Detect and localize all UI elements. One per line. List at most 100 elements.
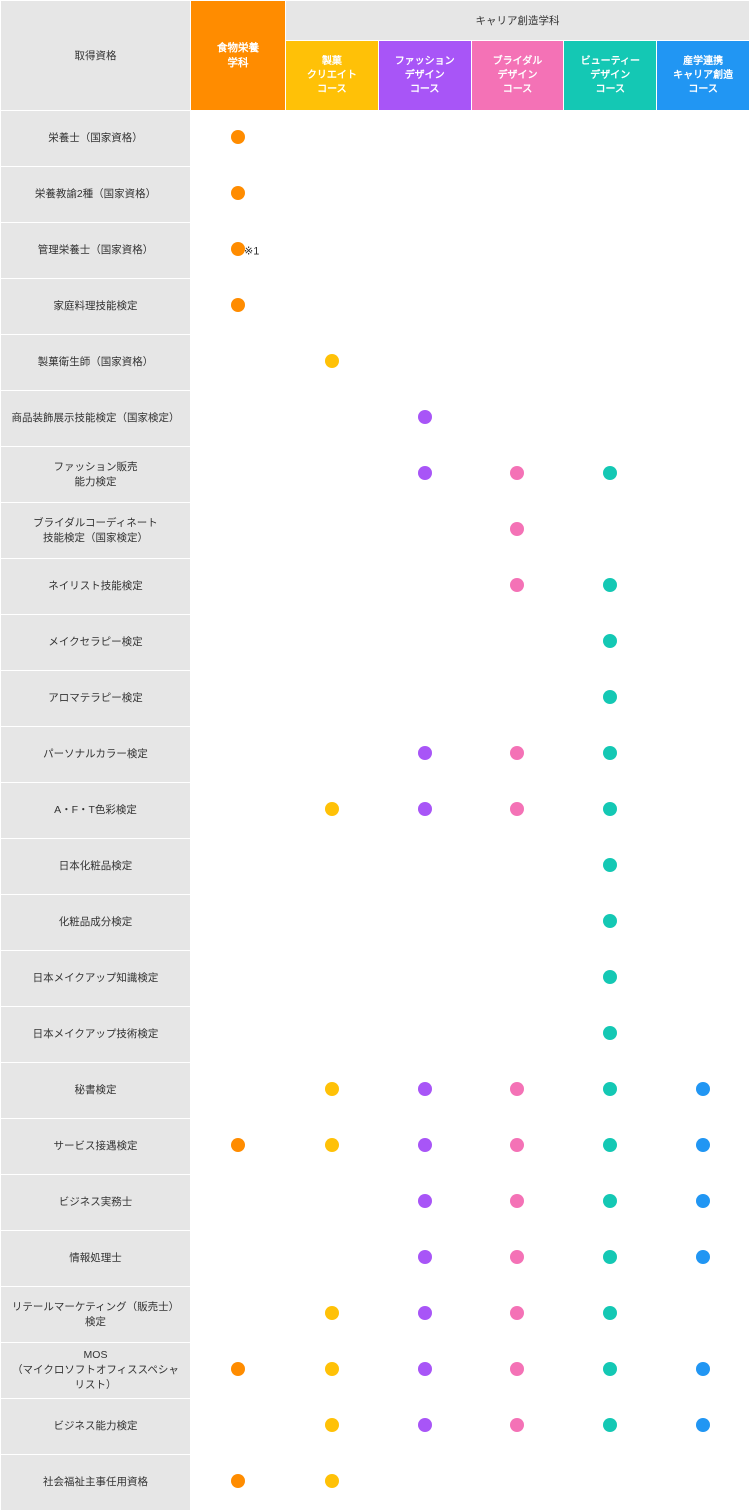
table-cell <box>564 503 657 559</box>
row-label: 日本メイクアップ技術検定 <box>1 1007 191 1063</box>
row-label: ブライダルコーディネート技能検定（国家検定） <box>1 503 191 559</box>
table-cell <box>657 951 750 1007</box>
table-cell <box>378 391 471 447</box>
dot-icon <box>231 1138 245 1152</box>
table-cell <box>564 167 657 223</box>
table-cell <box>286 727 379 783</box>
table-cell <box>657 727 750 783</box>
table-cell <box>471 1175 564 1231</box>
row-label: 日本化粧品検定 <box>1 839 191 895</box>
table-cell <box>286 951 379 1007</box>
table-cell <box>286 1343 379 1399</box>
table-row: ファッション販売能力検定 <box>1 447 750 503</box>
table-cell <box>286 615 379 671</box>
table-cell <box>378 1231 471 1287</box>
table-cell <box>191 895 286 951</box>
table-cell <box>378 1287 471 1343</box>
dot-icon <box>510 1250 524 1264</box>
table-row: A・F・T色彩検定 <box>1 783 750 839</box>
table-cell <box>378 1119 471 1175</box>
dot-icon <box>603 634 617 648</box>
dot-icon <box>603 1306 617 1320</box>
table-cell <box>657 503 750 559</box>
table-cell <box>564 1455 657 1511</box>
table-cell <box>286 1175 379 1231</box>
table-cell <box>191 1455 286 1511</box>
table-row: 情報処理士 <box>1 1231 750 1287</box>
dot-icon <box>603 1138 617 1152</box>
dot-icon <box>510 1306 524 1320</box>
table-row: リテールマーケティング（販売士）検定 <box>1 1287 750 1343</box>
table-row: 秘書検定 <box>1 1063 750 1119</box>
dot-icon <box>510 746 524 760</box>
table-cell <box>471 279 564 335</box>
dot-icon <box>418 1194 432 1208</box>
dot-icon <box>603 1362 617 1376</box>
dot-icon <box>418 1362 432 1376</box>
dot-icon <box>418 802 432 816</box>
table-cell <box>657 279 750 335</box>
table-cell <box>286 335 379 391</box>
table-cell <box>657 559 750 615</box>
dot-icon <box>603 1418 617 1432</box>
table-cell <box>564 1287 657 1343</box>
table-cell <box>471 1455 564 1511</box>
table-cell <box>471 1007 564 1063</box>
dot-icon <box>603 1026 617 1040</box>
row-label: ファッション販売能力検定 <box>1 447 191 503</box>
row-label: 秘書検定 <box>1 1063 191 1119</box>
row-label: 化粧品成分検定 <box>1 895 191 951</box>
dot-icon <box>510 1138 524 1152</box>
table-cell <box>471 1287 564 1343</box>
table-cell <box>378 1007 471 1063</box>
row-label: 商品装飾展示技能検定（国家検定） <box>1 391 191 447</box>
table-cell <box>191 1231 286 1287</box>
dot-icon <box>603 858 617 872</box>
table-cell <box>378 783 471 839</box>
table-cell <box>378 1175 471 1231</box>
table-cell <box>378 1455 471 1511</box>
table-cell <box>657 1343 750 1399</box>
table-cell <box>191 447 286 503</box>
table-cell <box>471 1231 564 1287</box>
table-cell <box>286 559 379 615</box>
table-cell <box>286 1119 379 1175</box>
table-cell <box>191 1287 286 1343</box>
table-cell <box>286 503 379 559</box>
table-cell <box>191 1119 286 1175</box>
row-label: ビジネス実務士 <box>1 1175 191 1231</box>
table-cell <box>471 167 564 223</box>
dot-icon <box>231 1474 245 1488</box>
table-cell <box>286 111 379 167</box>
table-row: 家庭料理技能検定 <box>1 279 750 335</box>
dot-icon <box>418 1250 432 1264</box>
dot-icon <box>325 354 339 368</box>
table-cell <box>471 895 564 951</box>
table-cell <box>471 1119 564 1175</box>
table-row: 商品装飾展示技能検定（国家検定） <box>1 391 750 447</box>
dot-icon <box>603 1194 617 1208</box>
table-cell <box>471 503 564 559</box>
table-cell <box>378 727 471 783</box>
table-cell <box>191 391 286 447</box>
table-cell <box>286 1455 379 1511</box>
table-row: 社会福祉主事任用資格 <box>1 1455 750 1511</box>
table-row: 日本メイクアップ知識検定 <box>1 951 750 1007</box>
dot-icon <box>325 1418 339 1432</box>
table-row: 化粧品成分検定 <box>1 895 750 951</box>
table-cell <box>286 895 379 951</box>
dot-icon <box>603 466 617 480</box>
table-cell <box>286 1287 379 1343</box>
table-cell <box>471 1063 564 1119</box>
table-cell <box>657 167 750 223</box>
table-cell <box>286 783 379 839</box>
row-label: アロマテラピー検定 <box>1 671 191 727</box>
table-cell <box>378 279 471 335</box>
table-cell <box>471 559 564 615</box>
dot-icon <box>603 578 617 592</box>
table-row: アロマテラピー検定 <box>1 671 750 727</box>
table-cell <box>657 1063 750 1119</box>
row-label: 社会福祉主事任用資格 <box>1 1455 191 1511</box>
table-cell <box>657 895 750 951</box>
table-cell <box>286 279 379 335</box>
